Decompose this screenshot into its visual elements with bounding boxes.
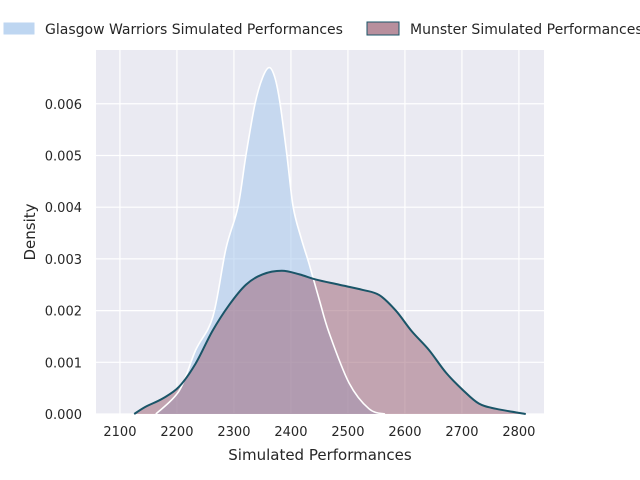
density-fill-glasgow: [155, 67, 385, 415]
x-tick-label: 2400: [274, 425, 307, 440]
x-tick-label: 2500: [331, 425, 364, 440]
legend-label-munster: Munster Simulated Performances: [410, 22, 640, 38]
x-tick-label: 2300: [217, 425, 250, 440]
density-areas: [133, 66, 526, 415]
x-tick-label: 2200: [160, 425, 193, 440]
x-axis-label: Simulated Performances: [228, 446, 412, 464]
x-tick-label: 2100: [103, 425, 136, 440]
legend: Glasgow Warriors Simulated Performances …: [2, 21, 640, 38]
y-tick-label: 0.006: [45, 98, 82, 113]
legend-swatch-munster: [366, 21, 400, 36]
x-tick-label: 2800: [502, 425, 535, 440]
y-tick-label: 0.000: [45, 408, 82, 423]
y-axis-label: Density: [21, 203, 39, 260]
x-tick-label: 2600: [388, 425, 421, 440]
y-tick-labels: 0.000 0.001 0.002 0.003 0.004 0.005 0.006: [45, 98, 82, 423]
x-tick-label: 2700: [445, 425, 478, 440]
y-tick-label: 0.003: [45, 253, 82, 268]
density-line-glasgow: [155, 66, 386, 415]
y-tick-label: 0.004: [45, 201, 82, 216]
legend-label-glasgow: Glasgow Warriors Simulated Performances: [45, 22, 343, 38]
x-tick-labels: 2100 2200 2300 2400 2500 2600 2700 2800: [103, 425, 535, 440]
density-fill-munster: [134, 270, 526, 414]
legend-swatch-glasgow: [2, 21, 36, 36]
y-tick-label: 0.002: [45, 305, 82, 320]
y-tick-label: 0.005: [45, 149, 82, 164]
y-tick-label: 0.001: [45, 356, 82, 371]
density-line-munster: [133, 269, 526, 415]
